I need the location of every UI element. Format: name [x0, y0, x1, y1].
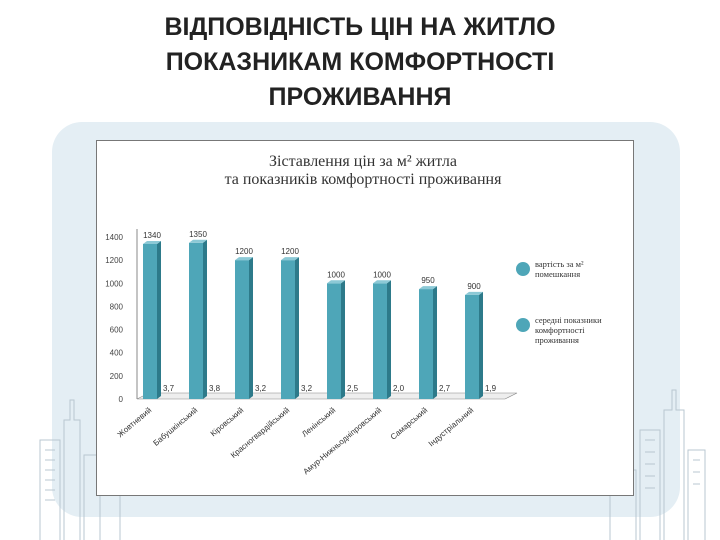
category-label: Бабушкінський [151, 406, 199, 448]
bar-value-label: 1000 [327, 270, 345, 279]
city-skyline-decoration [39, 389, 706, 540]
bar-side [479, 291, 483, 399]
bar-front [281, 260, 295, 399]
legend-marker [516, 262, 530, 276]
category-label: Жовтневий [116, 406, 154, 440]
legend-marker [516, 318, 530, 332]
bar-top [281, 257, 299, 261]
bar-front [465, 294, 479, 399]
slide-title-line: ПРОЖИВАННЯ [268, 83, 452, 111]
bar-front [373, 283, 387, 399]
y-tick-label: 0 [119, 395, 124, 404]
chart-frame: Зіставлення цін за м² житла та показникі… [96, 140, 634, 496]
bar-top [189, 239, 207, 243]
bar-side [249, 257, 253, 399]
y-tick-label: 400 [110, 349, 124, 358]
category-label: Індустріальний [427, 406, 475, 449]
y-tick-label: 800 [110, 302, 124, 311]
chart-title-line-1: Зіставлення цін за м² житла [269, 153, 457, 170]
slide-title-line: ПОКАЗНИКАМ КОМФОРТНОСТІ [165, 48, 555, 76]
comfort-value-label: 3,2 [301, 384, 313, 393]
legend: вартість за м² помешкання середні показник… [516, 259, 602, 345]
bar-value-label: 1000 [373, 270, 391, 279]
legend-label: вартість за м² помешкання [535, 259, 584, 279]
bar-front [235, 260, 249, 399]
chart-title-line-2: та показників комфортності проживання [225, 171, 502, 188]
bar-value-label: 1200 [235, 247, 253, 256]
bar-value-label: 900 [467, 282, 481, 291]
bar-value-label: 1200 [281, 247, 299, 256]
axis-layer: 0 200 400 600 800 1000 1200 1400 [105, 229, 518, 404]
bar-value-label: 1340 [143, 231, 161, 240]
y-tick-label: 600 [110, 326, 124, 335]
bar-top [143, 240, 161, 244]
legend-label: середні показники комфортності проживання [535, 315, 602, 345]
comfort-value-label: 2,0 [393, 384, 405, 393]
bar-value-label: 950 [421, 276, 435, 285]
bar-top [235, 257, 253, 261]
bar-side [433, 286, 437, 399]
bar-side [203, 239, 207, 399]
bar-value-label: 1350 [189, 230, 207, 239]
bar-side [387, 280, 391, 399]
labels-layer: 1340 3,7 Жовтневий 1350 3,8 Бабушкінський 1200… [116, 230, 497, 477]
bar-side [295, 257, 299, 399]
y-tick-label: 1000 [105, 279, 123, 288]
bar-front [419, 289, 433, 399]
category-label: Кіровський [209, 406, 246, 439]
comfort-value-label: 3,7 [163, 384, 175, 393]
y-tick-label: 1200 [105, 256, 123, 265]
slide-title-line: ВІДПОВІДНІСТЬ ЦІН НА ЖИТЛО [164, 13, 556, 41]
comfort-value-label: 3,2 [255, 384, 267, 393]
comfort-value-label: 1,9 [485, 384, 497, 393]
category-label: Амур-Нижньодніпровський [301, 406, 383, 477]
bar-top [465, 291, 483, 295]
chart-svg: Зіставлення цін за м² житла та показникі… [105, 153, 602, 477]
slide-title: ВІДПОВІДНІСТЬ ЦІН НА ЖИТЛО ПОКАЗНИКАМ КО… [60, 10, 660, 115]
bar-side [157, 240, 161, 399]
y-tick-label: 200 [110, 372, 124, 381]
bar-top [373, 280, 391, 284]
y-tick-label: 1400 [105, 233, 123, 242]
category-label: Самарський [389, 406, 430, 442]
bar-front [189, 242, 203, 399]
bar-top [419, 286, 437, 290]
bar-top [327, 280, 345, 284]
comfort-value-label: 3,8 [209, 384, 221, 393]
category-label: Ленінський [300, 406, 337, 439]
bars-layer [143, 239, 483, 399]
comfort-value-label: 2,7 [439, 384, 451, 393]
bar-front [327, 283, 341, 399]
bar-front [143, 243, 157, 399]
comfort-value-label: 2,5 [347, 384, 359, 393]
bar-side [341, 280, 345, 399]
